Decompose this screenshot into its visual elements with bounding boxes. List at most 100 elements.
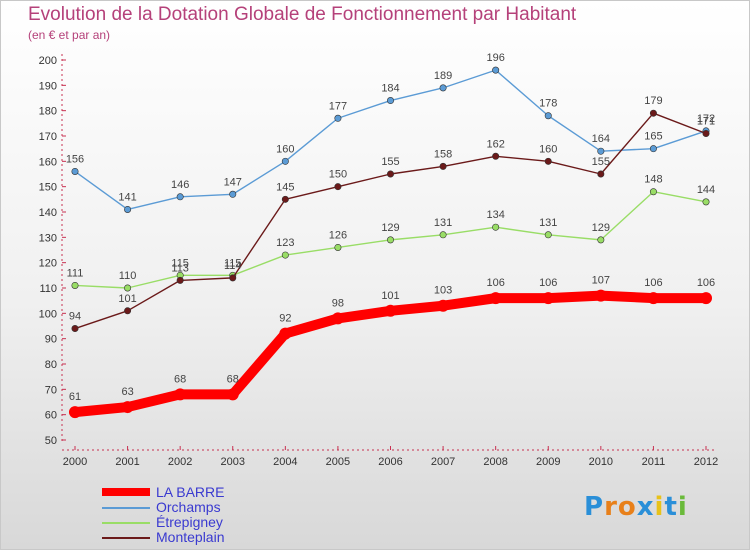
data-label: 131	[434, 217, 452, 229]
data-point	[386, 97, 394, 105]
y-tick-label: 140	[39, 207, 57, 219]
data-label: 98	[332, 297, 344, 309]
data-point	[439, 84, 447, 92]
legend-label: Monteplain	[156, 529, 225, 545]
data-label: 158	[434, 148, 452, 160]
logo-letter: r	[604, 492, 618, 522]
y-tick-label: 130	[39, 232, 57, 244]
y-tick-label: 70	[45, 384, 57, 396]
data-point	[544, 231, 552, 239]
data-label: 114	[224, 260, 242, 272]
data-label: 160	[276, 143, 294, 155]
data-label: 156	[66, 153, 84, 165]
legend-swatch	[102, 522, 150, 524]
data-point	[229, 190, 237, 198]
chart-title: Evolution de la Dotation Globale de Fonc…	[28, 4, 577, 25]
x-tick-label: 2010	[589, 456, 613, 468]
data-point	[71, 325, 79, 333]
x-tick-label: 2004	[273, 456, 297, 468]
data-point	[544, 157, 552, 165]
logo-letter: t	[664, 492, 678, 522]
data-label: 196	[486, 52, 504, 64]
data-point	[226, 388, 239, 401]
y-tick-label: 110	[39, 283, 57, 295]
legend-swatch	[102, 488, 150, 496]
data-label: 106	[486, 277, 504, 289]
data-label: 141	[118, 191, 136, 203]
data-point	[69, 406, 81, 419]
data-label: 131	[539, 217, 557, 229]
data-point	[229, 274, 237, 282]
data-label: 107	[592, 275, 610, 287]
data-label: 126	[329, 229, 347, 241]
data-point	[281, 157, 289, 165]
data-point	[594, 289, 607, 302]
data-label: 179	[644, 95, 662, 107]
y-tick-label: 200	[39, 55, 57, 67]
data-point	[492, 152, 500, 160]
data-label: 94	[69, 311, 81, 323]
data-point	[544, 112, 552, 120]
data-point	[176, 193, 184, 201]
y-tick-label: 100	[39, 308, 57, 320]
data-point	[176, 276, 184, 284]
data-point	[121, 401, 134, 414]
data-point	[71, 281, 79, 289]
legend-label: LA BARRE	[156, 484, 225, 500]
data-label: 165	[644, 131, 662, 143]
data-point	[71, 167, 79, 175]
data-point	[542, 292, 555, 305]
data-point	[702, 129, 710, 137]
proxiti-logo: Proxiti	[584, 492, 688, 522]
data-point	[649, 188, 657, 196]
x-tick-label: 2001	[115, 456, 139, 468]
legend-swatch	[102, 537, 150, 539]
data-label: 115	[224, 257, 242, 269]
data-label: 63	[121, 386, 133, 398]
data-label: 189	[434, 70, 452, 82]
data-point	[437, 299, 450, 312]
data-label: 68	[227, 373, 239, 385]
data-label: 101	[381, 290, 399, 302]
data-point	[439, 162, 447, 170]
data-label: 148	[644, 174, 662, 186]
data-label: 171	[697, 115, 715, 127]
data-label: 178	[539, 98, 557, 110]
data-point	[334, 114, 342, 122]
data-label: 68	[174, 373, 186, 385]
logo-letter: P	[584, 492, 605, 522]
x-tick-label: 2009	[536, 456, 560, 468]
data-point	[492, 66, 500, 74]
legend-label: Orchamps	[156, 499, 221, 515]
data-point	[386, 170, 394, 178]
y-tick-label: 190	[39, 80, 57, 92]
y-tick-label: 90	[45, 334, 57, 346]
data-point	[386, 236, 394, 244]
data-label: 160	[539, 143, 557, 155]
data-point	[649, 109, 657, 117]
data-point	[279, 327, 292, 340]
data-point	[597, 170, 605, 178]
data-point	[124, 284, 132, 292]
y-tick-label: 60	[45, 410, 57, 422]
data-label: 147	[224, 176, 242, 188]
y-tick-label: 180	[39, 106, 57, 118]
y-tick-label: 80	[45, 359, 57, 371]
x-tick-label: 2002	[168, 456, 192, 468]
data-point	[124, 205, 132, 213]
data-point	[439, 231, 447, 239]
legend-swatch	[102, 507, 150, 509]
data-point	[281, 195, 289, 203]
data-label: 146	[171, 179, 189, 191]
y-tick-label: 150	[39, 182, 57, 194]
data-label: 106	[539, 277, 557, 289]
logo-letter: o	[617, 492, 637, 522]
data-label: 177	[329, 100, 347, 112]
logo-letter: i	[677, 492, 688, 522]
data-point	[700, 292, 712, 305]
data-point	[649, 145, 657, 153]
data-label: 162	[486, 138, 504, 150]
x-tick-label: 2011	[642, 456, 666, 468]
